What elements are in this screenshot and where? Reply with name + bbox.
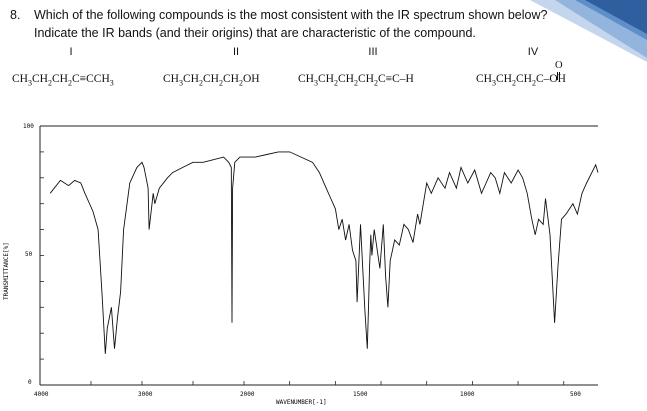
numeral-4: IV xyxy=(527,46,539,58)
spectrum-trace xyxy=(49,151,599,354)
y-axis-ticks xyxy=(40,125,44,386)
x-tick-1000: 1000 xyxy=(460,391,475,398)
x-tick-3000: 3000 xyxy=(138,391,153,398)
x-axis-label: WAVENUMBER[-1] xyxy=(276,399,327,406)
compound-1-formula: CH3CH2CH2C≡CCH3 xyxy=(12,73,114,88)
y-tick-100: 100 xyxy=(23,123,34,130)
ir-spectrum: 100 50 0 TRANSMITTANCE[%] 4000 3000 2000… xyxy=(3,123,599,406)
x-axis-ticks xyxy=(39,381,565,385)
compound-4-formula: CH3CH2CH2C–OH xyxy=(476,73,566,88)
numeral-1: I xyxy=(69,46,73,58)
compound-3-formula: CH3CH2CH2CH2C≡C–H xyxy=(298,73,414,88)
question-text: 8. Which of the following compounds is th… xyxy=(10,6,547,42)
question-line-2: Indicate the IR bands (and their origins… xyxy=(34,26,476,40)
y-tick-0: 0 xyxy=(28,379,32,386)
carbonyl-double-bond xyxy=(557,72,560,80)
plot-frame xyxy=(39,125,598,386)
compound-formulas: CH3CH2CH2C≡CCH3 CH3CH2CH2CH2OH CH3CH2CH2… xyxy=(0,73,647,97)
numeral-2: II xyxy=(232,46,240,58)
y-axis-label: TRANSMITTANCE[%] xyxy=(3,242,10,300)
x-tick-2000: 2000 xyxy=(240,391,255,398)
x-tick-500: 500 xyxy=(570,391,581,398)
compound-2-formula: CH3CH2CH2CH2OH xyxy=(163,73,260,88)
carbonyl-oxygen: O xyxy=(555,60,563,71)
x-tick-1500: 1500 xyxy=(353,391,368,398)
question-line-1: Which of the following compounds is the … xyxy=(34,8,548,22)
question-number: 8. xyxy=(10,8,21,22)
numeral-3: III xyxy=(368,46,378,58)
compound-numerals: I II III IV xyxy=(0,46,647,60)
y-tick-50: 50 xyxy=(25,251,33,258)
x-tick-4000: 4000 xyxy=(34,391,49,398)
